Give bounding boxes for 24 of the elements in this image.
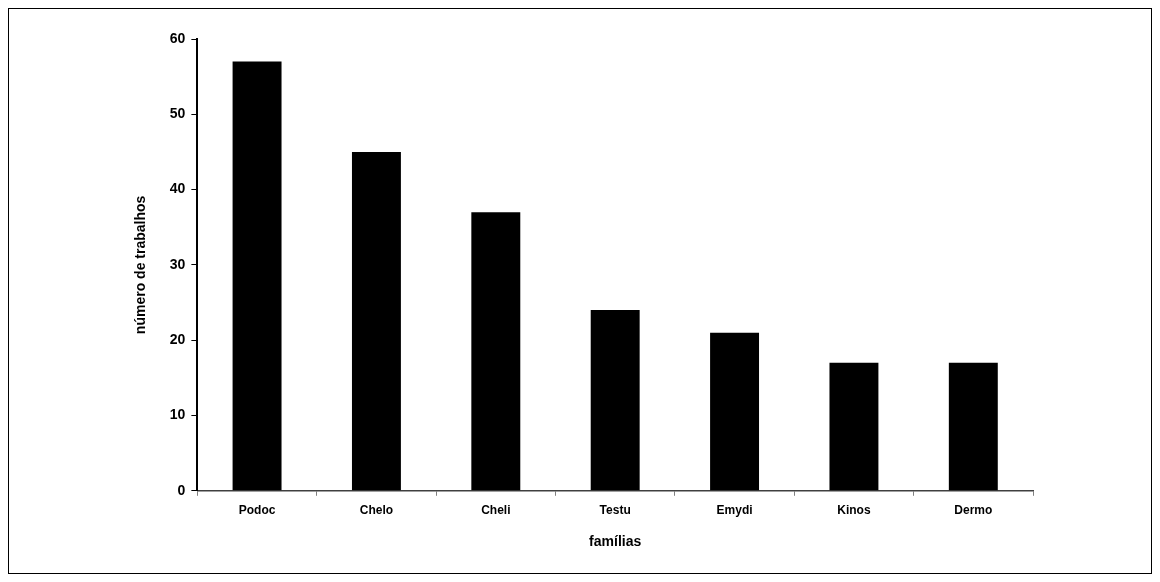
x-tick-label: Chelo bbox=[359, 503, 394, 518]
x-tick-label: Testu bbox=[599, 503, 631, 518]
y-tick-label: 20 bbox=[169, 331, 186, 348]
y-tick-label: 60 bbox=[169, 29, 186, 46]
x-tick-label: Emydi bbox=[716, 503, 753, 518]
x-tick-label: Kinos bbox=[837, 503, 871, 518]
bar bbox=[351, 151, 401, 491]
x-axis-title: famílias bbox=[589, 533, 642, 550]
bar bbox=[710, 332, 760, 491]
bar bbox=[232, 61, 282, 491]
y-tick-label: 50 bbox=[169, 105, 186, 122]
y-tick-label: 10 bbox=[169, 406, 186, 423]
bar bbox=[590, 310, 640, 491]
y-axis-title: número de trabalhos bbox=[132, 195, 149, 335]
x-tick-label: Cheli bbox=[481, 503, 511, 518]
chart-frame: famílias número de trabalhos Podoc Chelo Cheli Testu Emydi Kinos Dermo 0 10 20 30 40 50 60 bbox=[8, 8, 1152, 574]
bar bbox=[948, 362, 998, 491]
y-tick-label: 0 bbox=[177, 481, 186, 498]
x-tick-label: Podoc bbox=[238, 503, 276, 518]
y-tick-label: 40 bbox=[169, 180, 186, 197]
x-tick-label: Dermo bbox=[954, 503, 993, 518]
y-tick-label: 30 bbox=[169, 255, 186, 272]
bar bbox=[829, 362, 879, 491]
bar bbox=[471, 212, 521, 491]
